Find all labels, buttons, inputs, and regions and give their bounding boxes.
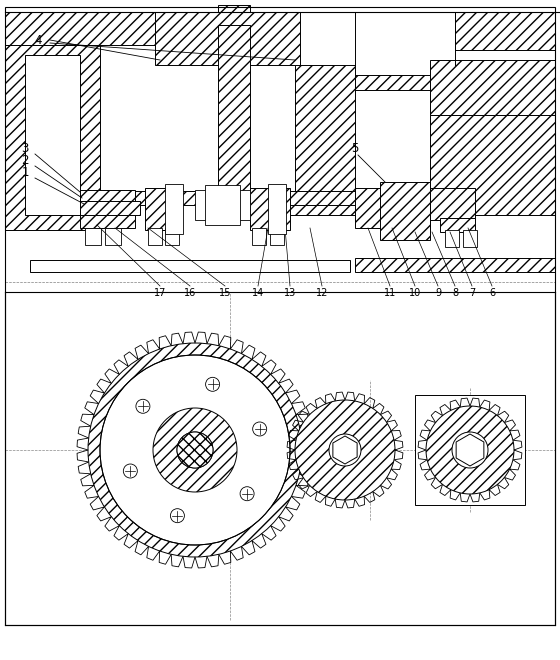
Circle shape: [177, 432, 213, 468]
Circle shape: [88, 343, 302, 557]
Bar: [295, 65, 355, 200]
Bar: [165, 184, 183, 234]
Circle shape: [452, 432, 488, 468]
Text: 16: 16: [184, 288, 196, 298]
Bar: [5, 5, 555, 315]
Bar: [165, 228, 179, 245]
Text: 4: 4: [34, 34, 42, 46]
Bar: [430, 60, 555, 115]
Text: 2: 2: [21, 154, 29, 167]
Bar: [195, 190, 250, 220]
Bar: [355, 75, 430, 90]
Text: 7: 7: [469, 288, 475, 298]
Text: 11: 11: [384, 288, 396, 298]
Circle shape: [177, 432, 213, 468]
Bar: [218, 5, 250, 25]
Text: 6: 6: [489, 288, 495, 298]
Circle shape: [295, 400, 395, 500]
Polygon shape: [456, 434, 484, 466]
Circle shape: [240, 486, 254, 501]
Polygon shape: [333, 436, 357, 464]
Text: 8: 8: [452, 288, 458, 298]
Bar: [463, 230, 477, 247]
Circle shape: [426, 406, 514, 494]
Bar: [80, 201, 140, 215]
Circle shape: [153, 408, 237, 492]
Bar: [280, 195, 370, 215]
Bar: [270, 228, 284, 245]
Bar: [355, 258, 555, 272]
Circle shape: [329, 434, 361, 466]
Text: 17: 17: [154, 288, 166, 298]
Circle shape: [206, 378, 220, 391]
Bar: [25, 55, 80, 215]
Text: 12: 12: [316, 288, 328, 298]
Bar: [445, 230, 459, 247]
Bar: [218, 25, 250, 215]
Bar: [85, 228, 101, 245]
Text: 9: 9: [435, 288, 441, 298]
Circle shape: [100, 355, 290, 545]
Bar: [268, 184, 286, 234]
Bar: [355, 188, 430, 228]
Text: 10: 10: [409, 288, 421, 298]
Bar: [148, 228, 162, 245]
Bar: [430, 188, 475, 220]
Bar: [415, 395, 525, 505]
Bar: [455, 12, 555, 50]
Bar: [5, 45, 100, 230]
Circle shape: [170, 509, 184, 523]
Text: 5: 5: [351, 142, 359, 155]
Text: 1: 1: [21, 166, 29, 179]
Bar: [155, 12, 300, 65]
Bar: [80, 190, 135, 228]
Bar: [80, 191, 435, 205]
Text: 14: 14: [252, 288, 264, 298]
Bar: [145, 188, 180, 230]
Bar: [5, 12, 160, 45]
Bar: [105, 228, 121, 245]
Bar: [380, 182, 430, 240]
Text: 15: 15: [219, 288, 231, 298]
Bar: [5, 292, 555, 630]
Bar: [430, 115, 555, 215]
Text: 13: 13: [284, 288, 296, 298]
Bar: [205, 185, 240, 225]
Bar: [30, 260, 350, 272]
Circle shape: [123, 464, 137, 478]
Bar: [440, 218, 475, 232]
Bar: [250, 188, 290, 230]
Circle shape: [253, 422, 267, 436]
Circle shape: [136, 399, 150, 413]
Text: 3: 3: [21, 142, 29, 155]
Bar: [252, 228, 266, 245]
